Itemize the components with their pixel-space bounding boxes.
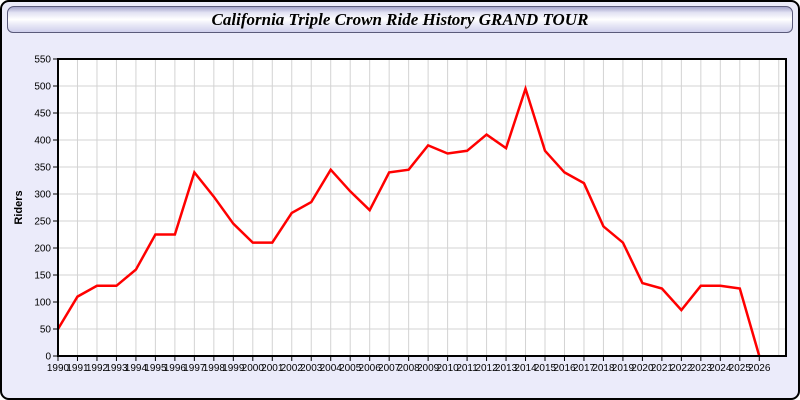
y-axis-title: Riders (13, 190, 25, 224)
y-tick-label: 50 (40, 325, 52, 336)
y-tick-label: 350 (34, 163, 51, 174)
x-tick-label: 2011 (456, 363, 478, 374)
x-tick-label: 2000 (242, 363, 265, 374)
x-tick-label: 1997 (183, 363, 206, 374)
x-tick-label: 2003 (300, 363, 323, 374)
y-tick-label: 300 (34, 190, 51, 201)
x-tick-label: 1993 (105, 363, 128, 374)
x-tick-label: 2013 (495, 363, 518, 374)
x-tick-label: 2026 (748, 363, 771, 374)
x-tick-label: 2012 (475, 363, 498, 374)
x-tick-label: 1999 (222, 363, 245, 374)
x-tick-label: 2008 (398, 363, 421, 374)
x-tick-label: 2010 (436, 363, 459, 374)
x-tick-label: 2004 (320, 363, 343, 374)
x-tick-label: 2025 (729, 363, 752, 374)
plot-border (57, 58, 787, 357)
ride-history-line-chart: 0501001502002503003504004505005501990199… (13, 55, 787, 374)
x-tick-label: 2022 (670, 363, 693, 374)
y-tick-label: 250 (34, 217, 51, 228)
x-tick-label: 2023 (690, 363, 713, 374)
riders-line (56, 84, 761, 357)
x-tick-label: 1994 (125, 363, 148, 374)
chart-panel: 0 50 100 150 200 250 300 350 400 450 500 550 1990 199… (2, 38, 798, 398)
x-tick-label: 2009 (417, 363, 440, 374)
x-tick-label: 2017 (573, 363, 596, 374)
title-bar: California Triple Crown Ride History GRA… (7, 6, 793, 33)
y-tick-label: 400 (34, 136, 51, 147)
x-tick-label: 2001 (261, 363, 284, 374)
x-tick-label: 2020 (631, 363, 654, 374)
x-tick-label: 1990 (47, 363, 70, 374)
x-tick-label: 2021 (651, 363, 674, 374)
chart-title: California Triple Crown Ride History GRA… (211, 9, 589, 29)
x-tick-label: 2018 (592, 363, 615, 374)
x-tick-label: 2019 (612, 363, 635, 374)
x-tick-label: 1995 (144, 363, 167, 374)
y-tick-label: 500 (34, 82, 51, 93)
x-tick-label: 2005 (339, 363, 362, 374)
y-tick-label: 100 (34, 298, 51, 309)
x-tick-label: 2015 (534, 363, 557, 374)
x-tick-label: 1991 (66, 363, 89, 374)
x-tick-label: 2006 (359, 363, 382, 374)
y-tick-label: 0 (45, 352, 51, 363)
x-tick-label: 1998 (203, 363, 226, 374)
x-tick-label: 1996 (164, 363, 187, 374)
x-tick-label: 2002 (281, 363, 304, 374)
y-tick-label: 550 (34, 55, 51, 66)
x-tick-label: 2016 (553, 363, 576, 374)
plot-area (58, 59, 786, 356)
x-tick-label: 2007 (378, 363, 401, 374)
x-tick-label: 2014 (514, 363, 537, 374)
y-tick-label: 150 (34, 271, 51, 282)
x-tick-label: 2024 (709, 363, 732, 374)
x-tick-label: 1992 (86, 363, 109, 374)
y-tick-label: 450 (34, 109, 51, 120)
y-tick-label: 200 (34, 244, 51, 255)
